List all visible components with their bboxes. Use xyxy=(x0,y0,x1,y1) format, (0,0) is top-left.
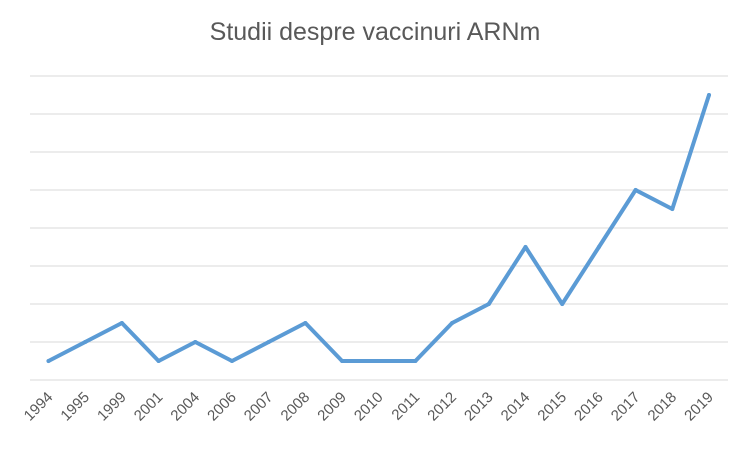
x-tick-label: 1994 xyxy=(21,389,57,425)
x-tick-label: 2010 xyxy=(351,389,387,425)
x-tick-label: 2001 xyxy=(131,389,167,425)
data-point xyxy=(560,302,565,306)
x-tick-label: 2007 xyxy=(241,389,277,425)
data-point xyxy=(523,245,528,249)
data-point xyxy=(303,321,308,325)
x-tick-label: 2019 xyxy=(681,389,717,425)
data-point xyxy=(83,340,88,344)
data-point xyxy=(119,321,124,325)
x-tick-label: 2013 xyxy=(461,389,497,425)
data-point xyxy=(596,245,601,249)
data-point xyxy=(46,359,51,363)
data-point xyxy=(486,302,491,306)
chart-title: Studii despre vaccinuri ARNm xyxy=(209,18,541,46)
data-point xyxy=(193,340,198,344)
data-point xyxy=(229,359,234,363)
data-point xyxy=(376,359,381,363)
x-tick-label: 2018 xyxy=(645,389,681,425)
data-point xyxy=(413,359,418,363)
x-tick-label: 2012 xyxy=(424,389,460,425)
x-tick-label: 2017 xyxy=(608,389,644,425)
data-point xyxy=(670,207,675,211)
x-tick-label: 2006 xyxy=(204,389,240,425)
x-tick-label: 2011 xyxy=(388,389,423,424)
x-tick-label: 2015 xyxy=(534,389,570,425)
x-tick-label: 1999 xyxy=(94,389,130,425)
x-tick-label: 2008 xyxy=(278,389,314,425)
x-tick-label: 2004 xyxy=(167,389,203,425)
data-point xyxy=(266,340,271,344)
data-point xyxy=(156,359,161,363)
x-tick-label: 1995 xyxy=(57,389,93,425)
data-point xyxy=(633,188,638,192)
data-point xyxy=(707,93,711,97)
data-point xyxy=(450,321,455,325)
x-tick-label: 2016 xyxy=(571,389,607,425)
data-point xyxy=(340,359,345,363)
x-tick-label: 2009 xyxy=(314,389,350,425)
x-tick-label: 2014 xyxy=(498,389,534,425)
